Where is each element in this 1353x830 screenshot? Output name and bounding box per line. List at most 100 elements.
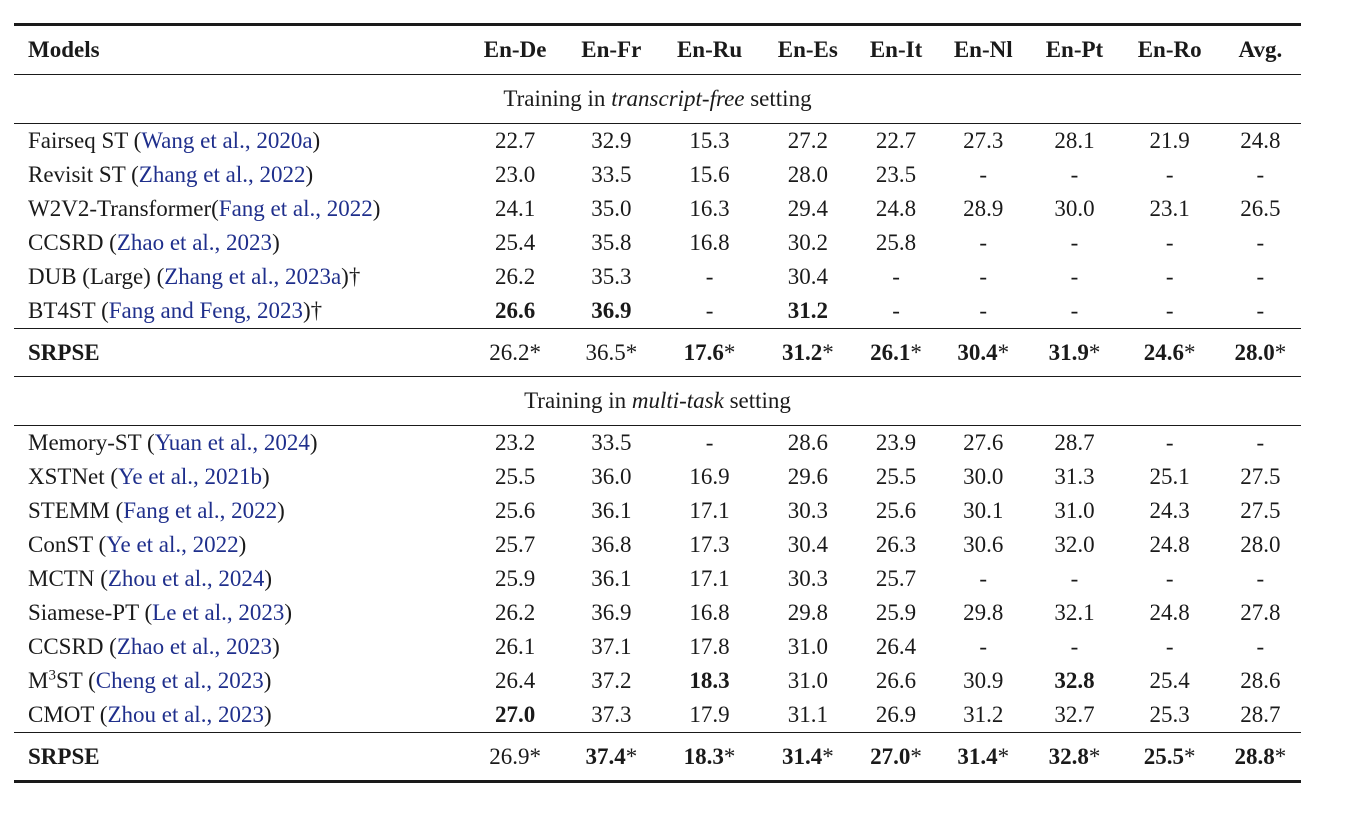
score-en-fr: 37.2 bbox=[591, 668, 632, 693]
score-en-it: 25.8 bbox=[875, 230, 917, 255]
header-models: Models bbox=[28, 37, 100, 62]
model-name-suffix: ) bbox=[284, 600, 293, 625]
score-en-it: 25.7 bbox=[875, 566, 917, 591]
score-en-it: 23.5 bbox=[875, 162, 917, 187]
score-en-es: 30.2 bbox=[787, 230, 828, 255]
model-name-suffix: ) bbox=[277, 498, 285, 523]
score-en-nl: 28.9 bbox=[963, 196, 1004, 221]
score-en-ro: - bbox=[1165, 298, 1174, 323]
table-row: CCSRD (Zhao et al., 2023) 25.4 35.8 16.8 30.… bbox=[14, 226, 1301, 260]
model-name-cell: M3ST (Cheng et al., 2023) bbox=[14, 664, 466, 698]
model-name-suffix: ) bbox=[272, 230, 280, 255]
citation-link[interactable]: Yuan et al., 2024 bbox=[154, 430, 310, 455]
citation-link[interactable]: Ye et al., 2021b bbox=[118, 464, 263, 489]
model-name: BT4ST ( bbox=[28, 298, 109, 323]
citation-link[interactable]: Zhang et al., 2023a bbox=[164, 264, 342, 289]
model-name: STEMM ( bbox=[28, 498, 124, 523]
score-en-ru: 17.1 bbox=[689, 566, 730, 591]
score-en-nl: - bbox=[979, 566, 988, 591]
significance-mark: * bbox=[1274, 743, 1287, 769]
significance-mark: * bbox=[910, 743, 922, 769]
results-table-body: Models En-De En-Fr En-Ru En-Es En-It En-Nl En-P… bbox=[14, 24, 1301, 782]
citation-link[interactable]: Zhao et al., 2023 bbox=[116, 634, 273, 659]
section-title-setting: transcript-free bbox=[611, 86, 745, 111]
score-en-pt: - bbox=[1070, 162, 1079, 187]
score-en-fr: 35.0 bbox=[591, 196, 632, 221]
model-name-suffix: ) bbox=[305, 162, 314, 187]
model-name-cell: ConST (Ye et al., 2022) bbox=[14, 528, 466, 562]
citation-link[interactable]: Fang et al., 2022 bbox=[123, 498, 278, 523]
srpse-score-value: 36.5 bbox=[585, 339, 626, 365]
score-en-de: 25.5 bbox=[494, 464, 536, 489]
score-en-ru: 17.1 bbox=[689, 498, 730, 523]
model-name-cell: CMOT (Zhou et al., 2023) bbox=[14, 698, 466, 733]
score-en-ru: 18.3 bbox=[689, 668, 730, 693]
score-avg: - bbox=[1256, 566, 1265, 591]
score-en-de: 23.2 bbox=[494, 430, 536, 455]
score-en-pt: 31.3 bbox=[1054, 464, 1095, 489]
citation-link[interactable]: Zhou et al., 2023 bbox=[107, 702, 264, 727]
significance-mark: * bbox=[625, 339, 638, 365]
srpse-score-value: 26.9 bbox=[489, 743, 530, 769]
citation-link[interactable]: Zhou et al., 2024 bbox=[107, 566, 265, 591]
score-en-pt: 32.1 bbox=[1054, 600, 1095, 625]
model-name-suffix: ) bbox=[263, 702, 272, 727]
significance-mark: * bbox=[997, 339, 1010, 365]
table-row: STEMM (Fang et al., 2022) 25.6 36.1 17.1 30.… bbox=[14, 494, 1301, 528]
srpse-score-en-fr: 37.4* bbox=[564, 733, 658, 782]
significance-mark: * bbox=[822, 339, 834, 365]
score-avg: 27.5 bbox=[1240, 498, 1281, 523]
score-avg: 24.8 bbox=[1240, 128, 1281, 153]
score-en-nl: - bbox=[979, 162, 988, 187]
citation-link[interactable]: Cheng et al., 2023 bbox=[95, 668, 264, 693]
table-row: DUB (Large) (Zhang et al., 2023a)† 26.2 35… bbox=[14, 260, 1301, 294]
model-name-suffix: ) bbox=[372, 196, 381, 221]
citation-link[interactable]: Zhao et al., 2023 bbox=[116, 230, 273, 255]
model-name-cell: MCTN (Zhou et al., 2024) bbox=[14, 562, 466, 596]
citation-link[interactable]: Wang et al., 2020a bbox=[141, 128, 313, 153]
srpse-row: SRPSE 26.2* 36.5* 17.6* 31.2* 26.1* 30.4* 31.9*… bbox=[14, 328, 1301, 377]
section-title-prefix: Training in bbox=[524, 388, 632, 413]
score-en-fr: 32.9 bbox=[591, 128, 632, 153]
srpse-score-value: 32.8 bbox=[1048, 743, 1089, 769]
model-name: Revisit ST ( bbox=[28, 162, 139, 187]
score-en-it: 26.9 bbox=[875, 702, 917, 727]
score-en-es: 29.8 bbox=[787, 600, 828, 625]
score-en-de: 24.1 bbox=[494, 196, 536, 221]
srpse-score-en-es: 31.2* bbox=[761, 329, 855, 377]
srpse-score-en-nl: 31.4* bbox=[937, 733, 1029, 782]
table-row: W2V2-Transformer(Fang et al., 2022) 24.1 3… bbox=[14, 192, 1301, 226]
srpse-score-en-ru: 17.6* bbox=[658, 329, 760, 377]
score-en-nl: 30.6 bbox=[963, 532, 1004, 557]
score-en-fr: 35.3 bbox=[591, 264, 632, 289]
score-en-fr: 37.1 bbox=[591, 634, 632, 659]
score-en-nl: - bbox=[979, 634, 988, 659]
citation-link[interactable]: Fang and Feng, 2023 bbox=[108, 298, 303, 323]
srpse-score-value: 26.1 bbox=[870, 339, 911, 365]
score-avg: 27.5 bbox=[1240, 464, 1281, 489]
score-en-ru: 16.8 bbox=[689, 230, 730, 255]
citation-link[interactable]: Le et al., 2023 bbox=[152, 600, 285, 625]
citation-link[interactable]: Zhang et al., 2022 bbox=[138, 162, 306, 187]
score-en-ro: 25.1 bbox=[1149, 464, 1190, 489]
score-avg: - bbox=[1256, 430, 1265, 455]
score-en-ru: 15.6 bbox=[689, 162, 730, 187]
citation-link[interactable]: Fang et al., 2022 bbox=[218, 196, 373, 221]
model-name-suffix: ) bbox=[262, 464, 270, 489]
score-en-ro: - bbox=[1165, 430, 1174, 455]
section-title: Training in multi-task setting bbox=[14, 376, 1301, 426]
score-en-pt: 32.7 bbox=[1054, 702, 1095, 727]
header-en-pt: En-Pt bbox=[1045, 37, 1104, 62]
score-en-pt: - bbox=[1070, 264, 1079, 289]
model-name-cell: Memory-ST (Yuan et al., 2024) bbox=[14, 426, 466, 461]
model-name: CCSRD ( bbox=[28, 634, 117, 659]
score-avg: - bbox=[1256, 230, 1265, 255]
score-en-de: 22.7 bbox=[494, 128, 536, 153]
citation-link[interactable]: Ye et al., 2022 bbox=[106, 532, 239, 557]
model-name-cell: Siamese-PT (Le et al., 2023) bbox=[14, 596, 466, 630]
model-name-rest: ST ( bbox=[55, 668, 96, 693]
srpse-score-value: 28.0 bbox=[1234, 339, 1275, 365]
score-en-nl: 27.3 bbox=[963, 128, 1004, 153]
score-en-ru: 17.3 bbox=[689, 532, 730, 557]
score-en-ro: 23.1 bbox=[1149, 196, 1190, 221]
